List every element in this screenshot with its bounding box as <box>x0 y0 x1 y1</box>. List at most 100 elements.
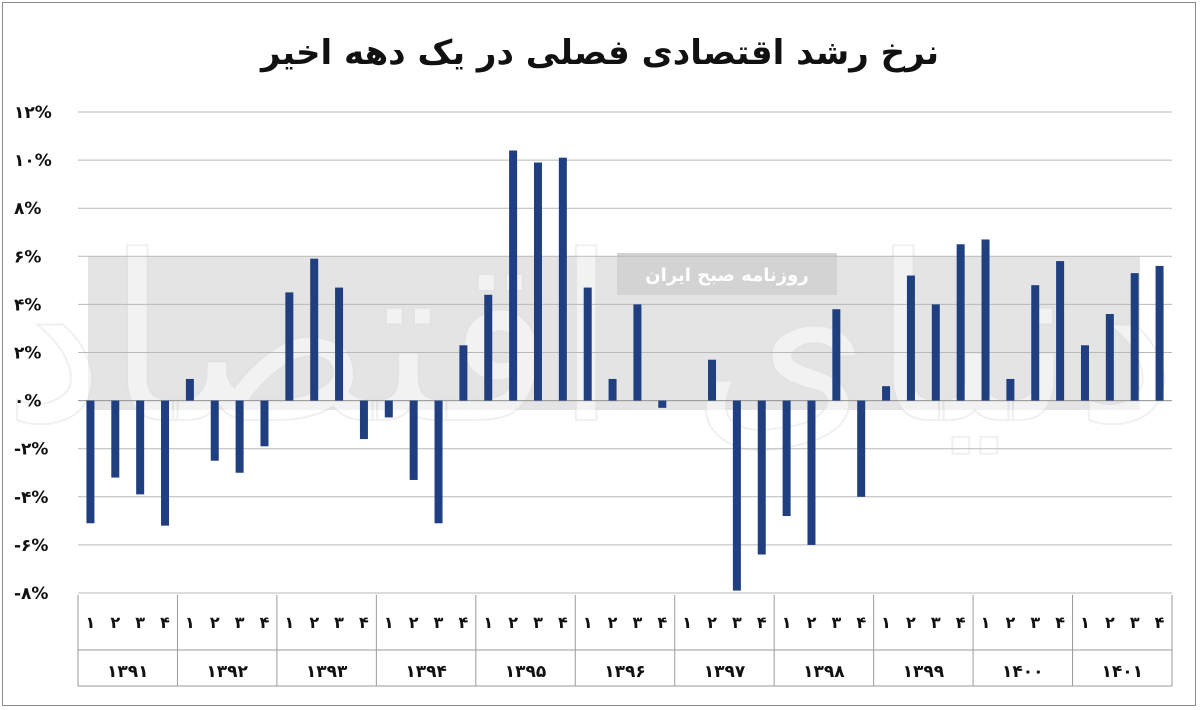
quarter-label: ۴ <box>956 613 966 632</box>
year-label: ۱۳۹۸ <box>803 662 845 682</box>
bar <box>235 400 244 473</box>
quarter-label: ۴ <box>459 613 469 632</box>
quarter-label: ۲ <box>210 613 220 632</box>
quarter-label: ۳ <box>931 613 941 632</box>
year-label: ۱۳۹۷ <box>704 662 746 682</box>
quarter-label: ۲ <box>508 613 518 632</box>
bar <box>1056 261 1065 401</box>
quarter-label: ۴ <box>856 613 866 632</box>
bar <box>1155 265 1164 401</box>
quarter-label: ۴ <box>1155 613 1165 632</box>
bar <box>161 400 170 526</box>
y-tick-label: ۱۰% <box>14 151 52 171</box>
watermark-tagline-box <box>617 253 837 295</box>
y-tick-label: ۰% <box>14 392 41 412</box>
quarter-label: ۱ <box>881 613 891 632</box>
y-tick-label: -۴% <box>14 488 48 508</box>
bar <box>633 304 642 401</box>
year-label: ۱۳۹۴ <box>405 662 447 682</box>
quarter-label: ۴ <box>160 613 170 632</box>
bar <box>981 239 990 401</box>
bar <box>285 292 294 401</box>
bar <box>1130 273 1139 401</box>
bar <box>857 400 866 497</box>
y-axis: ۱۲% ۱۰% ۸% ۶% ۴% ۲% ۰% -۲% -۴% -۶% -۸% <box>14 103 52 604</box>
quarter-label: ۴ <box>1055 613 1065 632</box>
bar <box>583 287 592 401</box>
bar <box>807 400 816 545</box>
quarter-label: ۲ <box>309 613 319 632</box>
quarter-label: ۳ <box>135 613 145 632</box>
bar <box>782 400 791 517</box>
year-label: ۱۴۰۱ <box>1102 662 1144 682</box>
bar <box>757 400 766 555</box>
quarter-label: ۱ <box>86 613 96 632</box>
bar <box>111 400 120 478</box>
quarter-label: ۱ <box>1080 613 1090 632</box>
quarter-label: ۱ <box>583 613 593 632</box>
bar <box>185 378 194 401</box>
quarter-label: ۱ <box>384 613 394 632</box>
bar <box>434 400 443 524</box>
quarter-label: ۲ <box>110 613 120 632</box>
bar <box>459 345 468 401</box>
y-tick-label: ۴% <box>14 295 41 315</box>
bar <box>533 162 542 401</box>
bars <box>86 150 1164 591</box>
quarter-label: ۱ <box>284 613 294 632</box>
year-label: ۱۳۹۵ <box>505 662 547 682</box>
bar <box>1080 345 1089 401</box>
bar <box>1105 314 1114 401</box>
grid <box>78 111 1172 594</box>
y-tick-label: ۲% <box>14 344 41 364</box>
bar <box>384 400 393 418</box>
bar <box>658 400 667 408</box>
bar <box>708 359 717 401</box>
quarter-label: ۳ <box>334 613 344 632</box>
quarter-label: ۱ <box>981 613 991 632</box>
bar <box>732 400 741 591</box>
bar <box>210 400 219 461</box>
quarter-label: ۱ <box>782 613 792 632</box>
bar <box>136 400 145 495</box>
year-label: ۱۳۹۱ <box>107 662 149 682</box>
quarter-label: ۲ <box>1105 613 1115 632</box>
y-tick-label: ۶% <box>14 247 41 267</box>
quarter-label: ۲ <box>1006 613 1016 632</box>
quarter-label: ۳ <box>732 613 742 632</box>
bar <box>832 309 841 401</box>
quarter-label: ۲ <box>409 613 419 632</box>
bar <box>310 258 319 401</box>
y-tick-label: -۲% <box>14 440 48 460</box>
bar <box>484 294 493 401</box>
quarter-label: ۱ <box>682 613 692 632</box>
quarter-label: ۳ <box>1130 613 1140 632</box>
quarter-label: ۴ <box>260 613 270 632</box>
quarter-label: ۳ <box>1030 613 1040 632</box>
year-label: ۱۳۹۳ <box>306 662 348 682</box>
year-label: ۱۳۹۲ <box>206 662 248 682</box>
quarter-label: ۱ <box>483 613 493 632</box>
quarter-label: ۳ <box>235 613 245 632</box>
quarter-label: ۳ <box>831 613 841 632</box>
quarter-label: ۲ <box>906 613 916 632</box>
bar <box>608 378 617 401</box>
quarter-label: ۲ <box>807 613 817 632</box>
y-tick-label: -۶% <box>14 536 48 556</box>
quarter-label: ۲ <box>608 613 618 632</box>
bar <box>509 150 518 401</box>
bar <box>1006 378 1015 401</box>
quarter-label: ۴ <box>558 613 568 632</box>
bar <box>1031 285 1040 401</box>
quarter-label: ۱ <box>185 613 195 632</box>
quarter-label: ۳ <box>533 613 543 632</box>
quarter-label: ۴ <box>757 613 767 632</box>
quarter-label: ۴ <box>657 613 667 632</box>
year-label: ۱۴۰۰ <box>1002 662 1044 682</box>
bar <box>956 244 965 401</box>
quarter-label: ۳ <box>434 613 444 632</box>
y-tick-label: -۸% <box>14 584 48 604</box>
bar <box>906 275 915 401</box>
bar <box>931 304 940 401</box>
